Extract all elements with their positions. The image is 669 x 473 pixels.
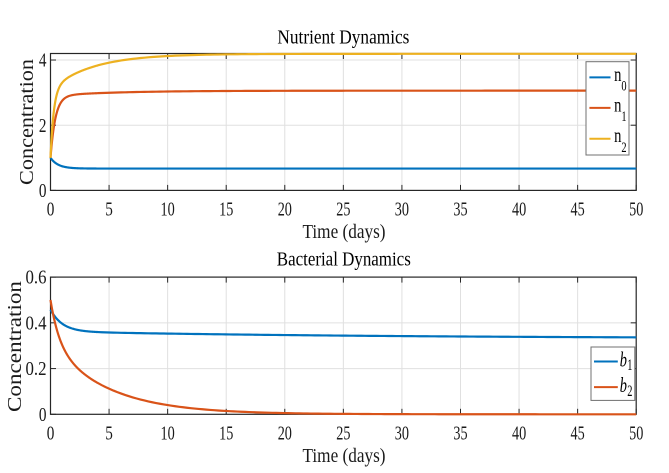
svg-text:Concentration: Concentration bbox=[4, 281, 26, 412]
svg-text:n: n bbox=[614, 65, 621, 86]
svg-text:n: n bbox=[614, 126, 621, 147]
svg-text:0: 0 bbox=[47, 199, 55, 221]
svg-text:0: 0 bbox=[621, 79, 626, 95]
svg-text:25: 25 bbox=[336, 423, 350, 445]
svg-text:20: 20 bbox=[278, 199, 292, 221]
svg-text:15: 15 bbox=[219, 423, 233, 445]
svg-text:b: b bbox=[620, 347, 627, 371]
svg-text:Concentration: Concentration bbox=[16, 59, 38, 185]
svg-text:5: 5 bbox=[105, 199, 113, 221]
svg-text:1: 1 bbox=[627, 357, 632, 374]
svg-text:Time (days): Time (days) bbox=[303, 221, 386, 243]
svg-text:Bacterial Dynamics: Bacterial Dynamics bbox=[277, 249, 411, 271]
svg-text:4: 4 bbox=[39, 50, 47, 72]
svg-text:n: n bbox=[614, 95, 621, 116]
svg-text:30: 30 bbox=[395, 423, 409, 445]
svg-text:0: 0 bbox=[39, 404, 47, 426]
svg-text:Time (days): Time (days) bbox=[303, 445, 386, 467]
svg-text:15: 15 bbox=[219, 199, 233, 221]
svg-text:0.2: 0.2 bbox=[26, 358, 47, 380]
svg-text:50: 50 bbox=[629, 423, 643, 445]
svg-text:45: 45 bbox=[571, 423, 585, 445]
svg-text:45: 45 bbox=[571, 199, 585, 221]
svg-text:2: 2 bbox=[621, 140, 626, 156]
svg-text:0: 0 bbox=[39, 180, 47, 202]
svg-text:30: 30 bbox=[395, 199, 409, 221]
svg-text:0.4: 0.4 bbox=[26, 312, 47, 334]
svg-text:10: 10 bbox=[161, 199, 175, 221]
svg-text:10: 10 bbox=[161, 423, 175, 445]
svg-text:35: 35 bbox=[453, 423, 467, 445]
svg-text:2: 2 bbox=[39, 115, 47, 137]
svg-text:40: 40 bbox=[512, 199, 526, 221]
svg-text:40: 40 bbox=[512, 423, 526, 445]
svg-text:0.6: 0.6 bbox=[26, 267, 47, 289]
svg-text:5: 5 bbox=[105, 423, 113, 445]
svg-text:50: 50 bbox=[629, 199, 643, 221]
svg-text:2: 2 bbox=[627, 383, 632, 400]
svg-text:35: 35 bbox=[453, 199, 467, 221]
svg-text:25: 25 bbox=[336, 199, 350, 221]
svg-text:20: 20 bbox=[278, 423, 292, 445]
svg-text:1: 1 bbox=[621, 109, 626, 125]
svg-text:b: b bbox=[620, 373, 627, 397]
svg-text:Nutrient Dynamics: Nutrient Dynamics bbox=[277, 27, 409, 49]
svg-text:0: 0 bbox=[47, 423, 55, 445]
